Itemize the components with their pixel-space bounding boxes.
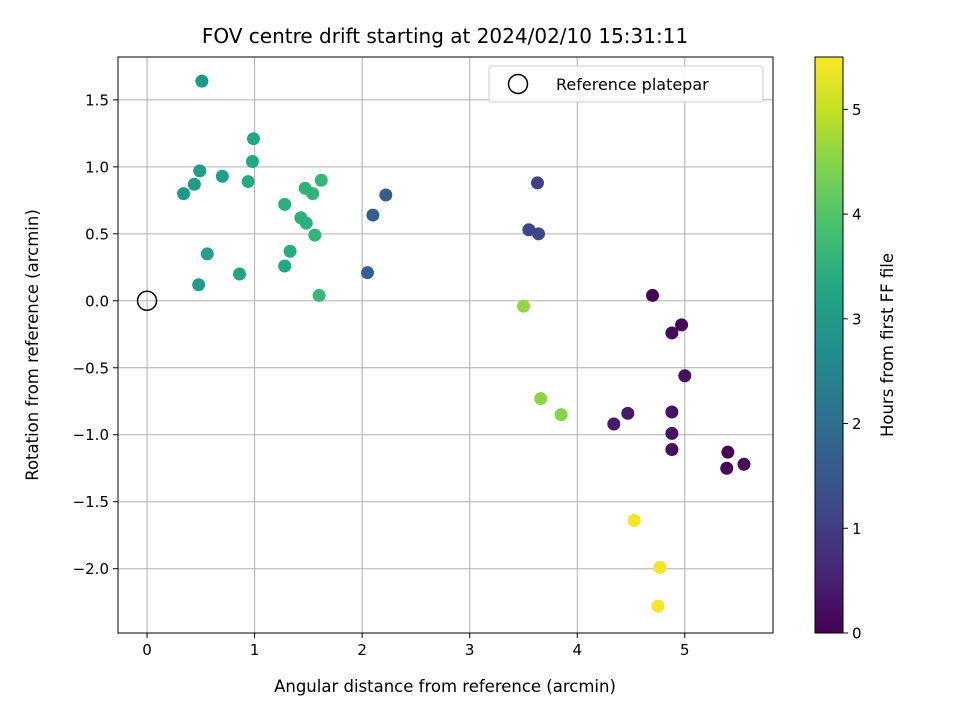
data-point	[192, 278, 206, 292]
data-points	[177, 74, 751, 613]
data-point	[665, 405, 679, 419]
data-point	[215, 169, 229, 183]
data-point	[200, 247, 214, 261]
data-point	[665, 442, 679, 456]
colorbar-tick-label: 5	[852, 101, 862, 119]
y-axis-ticks: 1.5 1.0 0.5 0.0 −0.5 −1.0 −1.5 −2.0	[73, 91, 118, 578]
data-point	[306, 187, 320, 201]
data-point	[187, 177, 201, 191]
colorbar-label: Hours from first FF file	[878, 253, 897, 437]
data-point	[665, 326, 679, 340]
data-point	[379, 188, 393, 202]
data-point	[278, 259, 292, 273]
data-point	[532, 227, 546, 241]
y-tick-label: −0.5	[73, 359, 109, 377]
data-point	[675, 318, 689, 332]
plot-area-frame	[117, 56, 774, 634]
y-tick-label: 0.0	[85, 292, 109, 310]
data-point	[299, 216, 313, 230]
data-point	[308, 228, 322, 242]
data-point	[651, 599, 665, 613]
data-point	[665, 426, 679, 440]
data-point	[737, 457, 751, 471]
data-point	[361, 266, 375, 280]
x-tick-label: 1	[250, 641, 260, 659]
colorbar-tick-label: 3	[852, 310, 862, 328]
colorbar-tick-label: 2	[852, 415, 862, 433]
y-tick-label: 1.5	[85, 91, 109, 109]
data-point	[516, 299, 530, 313]
data-point	[621, 406, 635, 420]
x-tick-label: 3	[465, 641, 475, 659]
colorbar-frame	[814, 56, 844, 634]
legend-entry-label: Reference platepar	[556, 75, 709, 94]
data-point	[720, 461, 734, 475]
data-point	[247, 132, 261, 146]
data-point	[314, 173, 328, 187]
x-axis-label: Angular distance from reference (arcmin)	[274, 677, 616, 696]
data-point	[366, 208, 380, 222]
data-point	[627, 513, 641, 527]
x-tick-label: 4	[572, 641, 582, 659]
legend-box	[488, 65, 764, 103]
data-point	[278, 197, 292, 211]
y-tick-label: −1.5	[73, 493, 109, 511]
colorbar-gradient	[815, 57, 843, 633]
data-point	[233, 267, 247, 281]
colorbar-tick-label: 0	[852, 625, 862, 643]
data-point	[534, 392, 548, 406]
y-axis-label: Rotation from reference (arcmin)	[23, 209, 42, 481]
data-point	[312, 288, 326, 302]
x-tick-label: 5	[680, 641, 690, 659]
colorbar: 0 1 2 3 4 5 Hours from first FF file	[814, 56, 897, 643]
x-tick-label: 0	[142, 641, 152, 659]
chart-title: FOV centre drift starting at 2024/02/10 …	[202, 24, 688, 48]
data-point	[177, 187, 191, 201]
data-point	[193, 164, 207, 178]
data-point	[245, 154, 259, 168]
data-point	[530, 176, 544, 190]
colorbar-tick-label: 4	[852, 206, 862, 224]
data-point	[646, 288, 660, 302]
y-tick-label: 0.5	[85, 225, 109, 243]
data-point	[721, 445, 735, 459]
reference-platepar-marker	[136, 290, 158, 312]
data-point	[678, 369, 692, 383]
data-point	[554, 408, 568, 422]
grid-lines	[118, 57, 773, 633]
y-tick-label: 1.0	[85, 158, 109, 176]
legend: Reference platepar	[488, 65, 764, 103]
y-tick-label: −1.0	[73, 426, 109, 444]
data-point	[283, 244, 297, 258]
colorbar-tick-label: 1	[852, 520, 862, 538]
y-tick-label: −2.0	[73, 560, 109, 578]
data-point	[653, 560, 667, 574]
x-axis-ticks: 0 1 2 3 4 5	[142, 633, 690, 659]
reference-marker-layer	[136, 290, 158, 312]
data-point	[607, 417, 621, 431]
colorbar-ticks: 0 1 2 3 4 5	[843, 101, 862, 643]
legend-reference-marker	[507, 73, 529, 95]
x-tick-label: 2	[357, 641, 367, 659]
data-point	[241, 175, 255, 189]
data-point	[195, 74, 209, 88]
